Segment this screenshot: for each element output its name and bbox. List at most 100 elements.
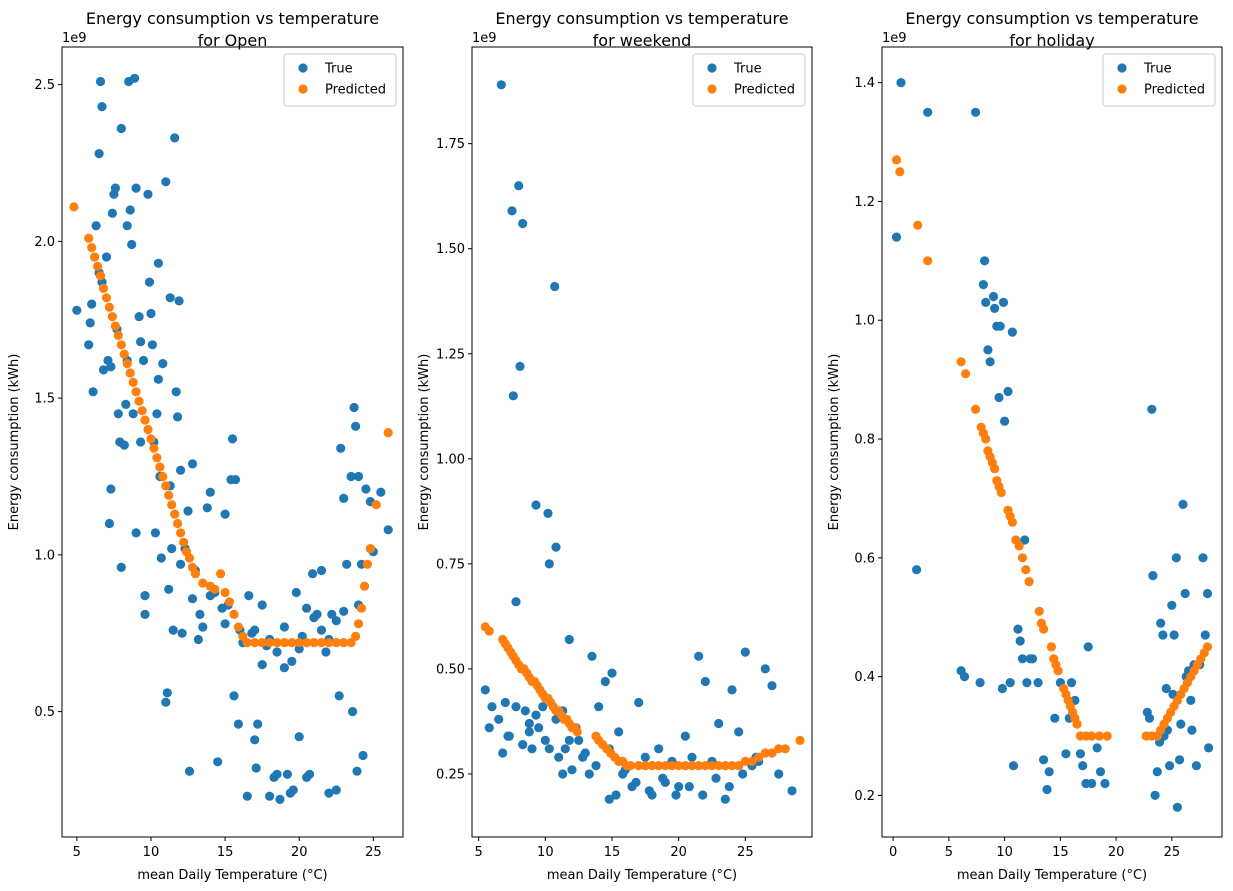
x-axis-label: mean Daily Temperature (°C)	[957, 868, 1147, 883]
true-point	[896, 78, 906, 88]
true-point	[1175, 755, 1185, 765]
predicted-point	[1039, 624, 1049, 634]
x-tick-label: 10	[537, 845, 554, 860]
true-point	[631, 777, 641, 788]
predicted-point	[767, 748, 777, 758]
true-point	[230, 475, 241, 485]
true-point	[170, 133, 180, 143]
true-point	[358, 750, 368, 761]
predicted-point	[146, 434, 156, 444]
true-point	[1169, 630, 1179, 640]
true-point	[997, 683, 1008, 694]
predicted-point	[93, 261, 103, 271]
predicted-point	[84, 233, 94, 243]
y-tick-label: 0.5	[34, 705, 55, 720]
legend-label-true: True	[324, 62, 353, 77]
true-point	[116, 562, 126, 573]
y-tick-label: 1.25	[436, 347, 465, 362]
series-predicted	[480, 622, 805, 771]
predicted-point	[1024, 577, 1034, 587]
predicted-point	[1072, 719, 1082, 729]
true-point	[168, 625, 178, 635]
predicted-point	[309, 638, 319, 648]
predicted-point	[680, 761, 690, 771]
true-point	[494, 714, 504, 724]
true-point	[1152, 767, 1162, 777]
true-point	[671, 790, 681, 800]
true-point	[242, 791, 252, 801]
predicted-point	[795, 735, 805, 746]
predicted-point	[990, 464, 1000, 474]
true-point	[173, 412, 183, 422]
predicted-point	[660, 761, 670, 771]
true-point	[1100, 778, 1110, 789]
predicted-point	[331, 638, 341, 648]
true-point	[1008, 761, 1019, 771]
chart-title: Energy consumption vs temperature for wee…	[495, 9, 788, 50]
x-tick-label: 20	[1108, 845, 1125, 860]
true-point	[308, 569, 318, 579]
true-point	[1003, 386, 1013, 397]
true-point	[1042, 784, 1052, 795]
true-point	[131, 183, 141, 193]
true-point	[594, 702, 604, 712]
true-point	[127, 239, 137, 250]
predicted-point	[700, 761, 710, 771]
true-point	[711, 773, 721, 783]
true-point	[687, 752, 697, 762]
true-point	[1033, 678, 1043, 688]
true-point	[87, 299, 97, 309]
predicted-point	[161, 481, 171, 491]
true-point	[1171, 553, 1181, 563]
true-point	[978, 280, 989, 290]
predicted-point	[140, 415, 150, 425]
legend-label-true: True	[733, 62, 762, 77]
predicted-point	[484, 626, 494, 636]
true-point	[161, 697, 171, 707]
y-tick-label: 2.0	[34, 235, 55, 250]
predicted-point	[122, 359, 132, 369]
true-point	[738, 769, 748, 779]
true-point	[125, 205, 135, 215]
predicted-point	[155, 462, 165, 472]
predicted-point	[740, 756, 750, 767]
subplot-3: Energy consumption vs temperature for hol…	[827, 9, 1223, 883]
true-point	[164, 584, 174, 594]
true-point	[1050, 713, 1060, 723]
true-point	[97, 102, 107, 112]
true-point	[985, 357, 995, 367]
true-point	[994, 392, 1004, 403]
predicted-point	[1007, 517, 1018, 527]
predicted-point	[229, 609, 239, 620]
true-point	[640, 752, 650, 762]
true-point	[674, 782, 684, 792]
x-tick-label: 20	[670, 845, 687, 860]
legend-label-true: True	[1143, 62, 1172, 77]
true-point	[560, 744, 570, 754]
true-point	[700, 676, 710, 687]
true-point	[376, 487, 386, 497]
true-point	[106, 484, 116, 494]
true-point	[324, 788, 334, 798]
true-point	[165, 293, 175, 303]
true-point	[272, 647, 282, 657]
true-point	[183, 506, 193, 516]
predicted-point	[780, 744, 790, 754]
predicted-point	[572, 727, 582, 737]
predicted-point	[164, 490, 174, 500]
true-point	[161, 177, 171, 187]
predicted-point	[734, 761, 744, 771]
series-true	[72, 73, 393, 805]
true-point	[515, 361, 525, 371]
true-point	[995, 321, 1005, 331]
y-tick-label: 2.5	[34, 78, 55, 93]
true-point	[336, 443, 346, 453]
y-tick-label: 1.4	[854, 76, 875, 91]
predicted-point	[747, 756, 757, 767]
true-point	[1020, 535, 1030, 545]
true-point	[275, 794, 285, 805]
predicted-point	[626, 761, 636, 771]
predicted-point	[302, 638, 312, 648]
true-point	[1013, 624, 1023, 634]
true-point	[279, 622, 289, 632]
